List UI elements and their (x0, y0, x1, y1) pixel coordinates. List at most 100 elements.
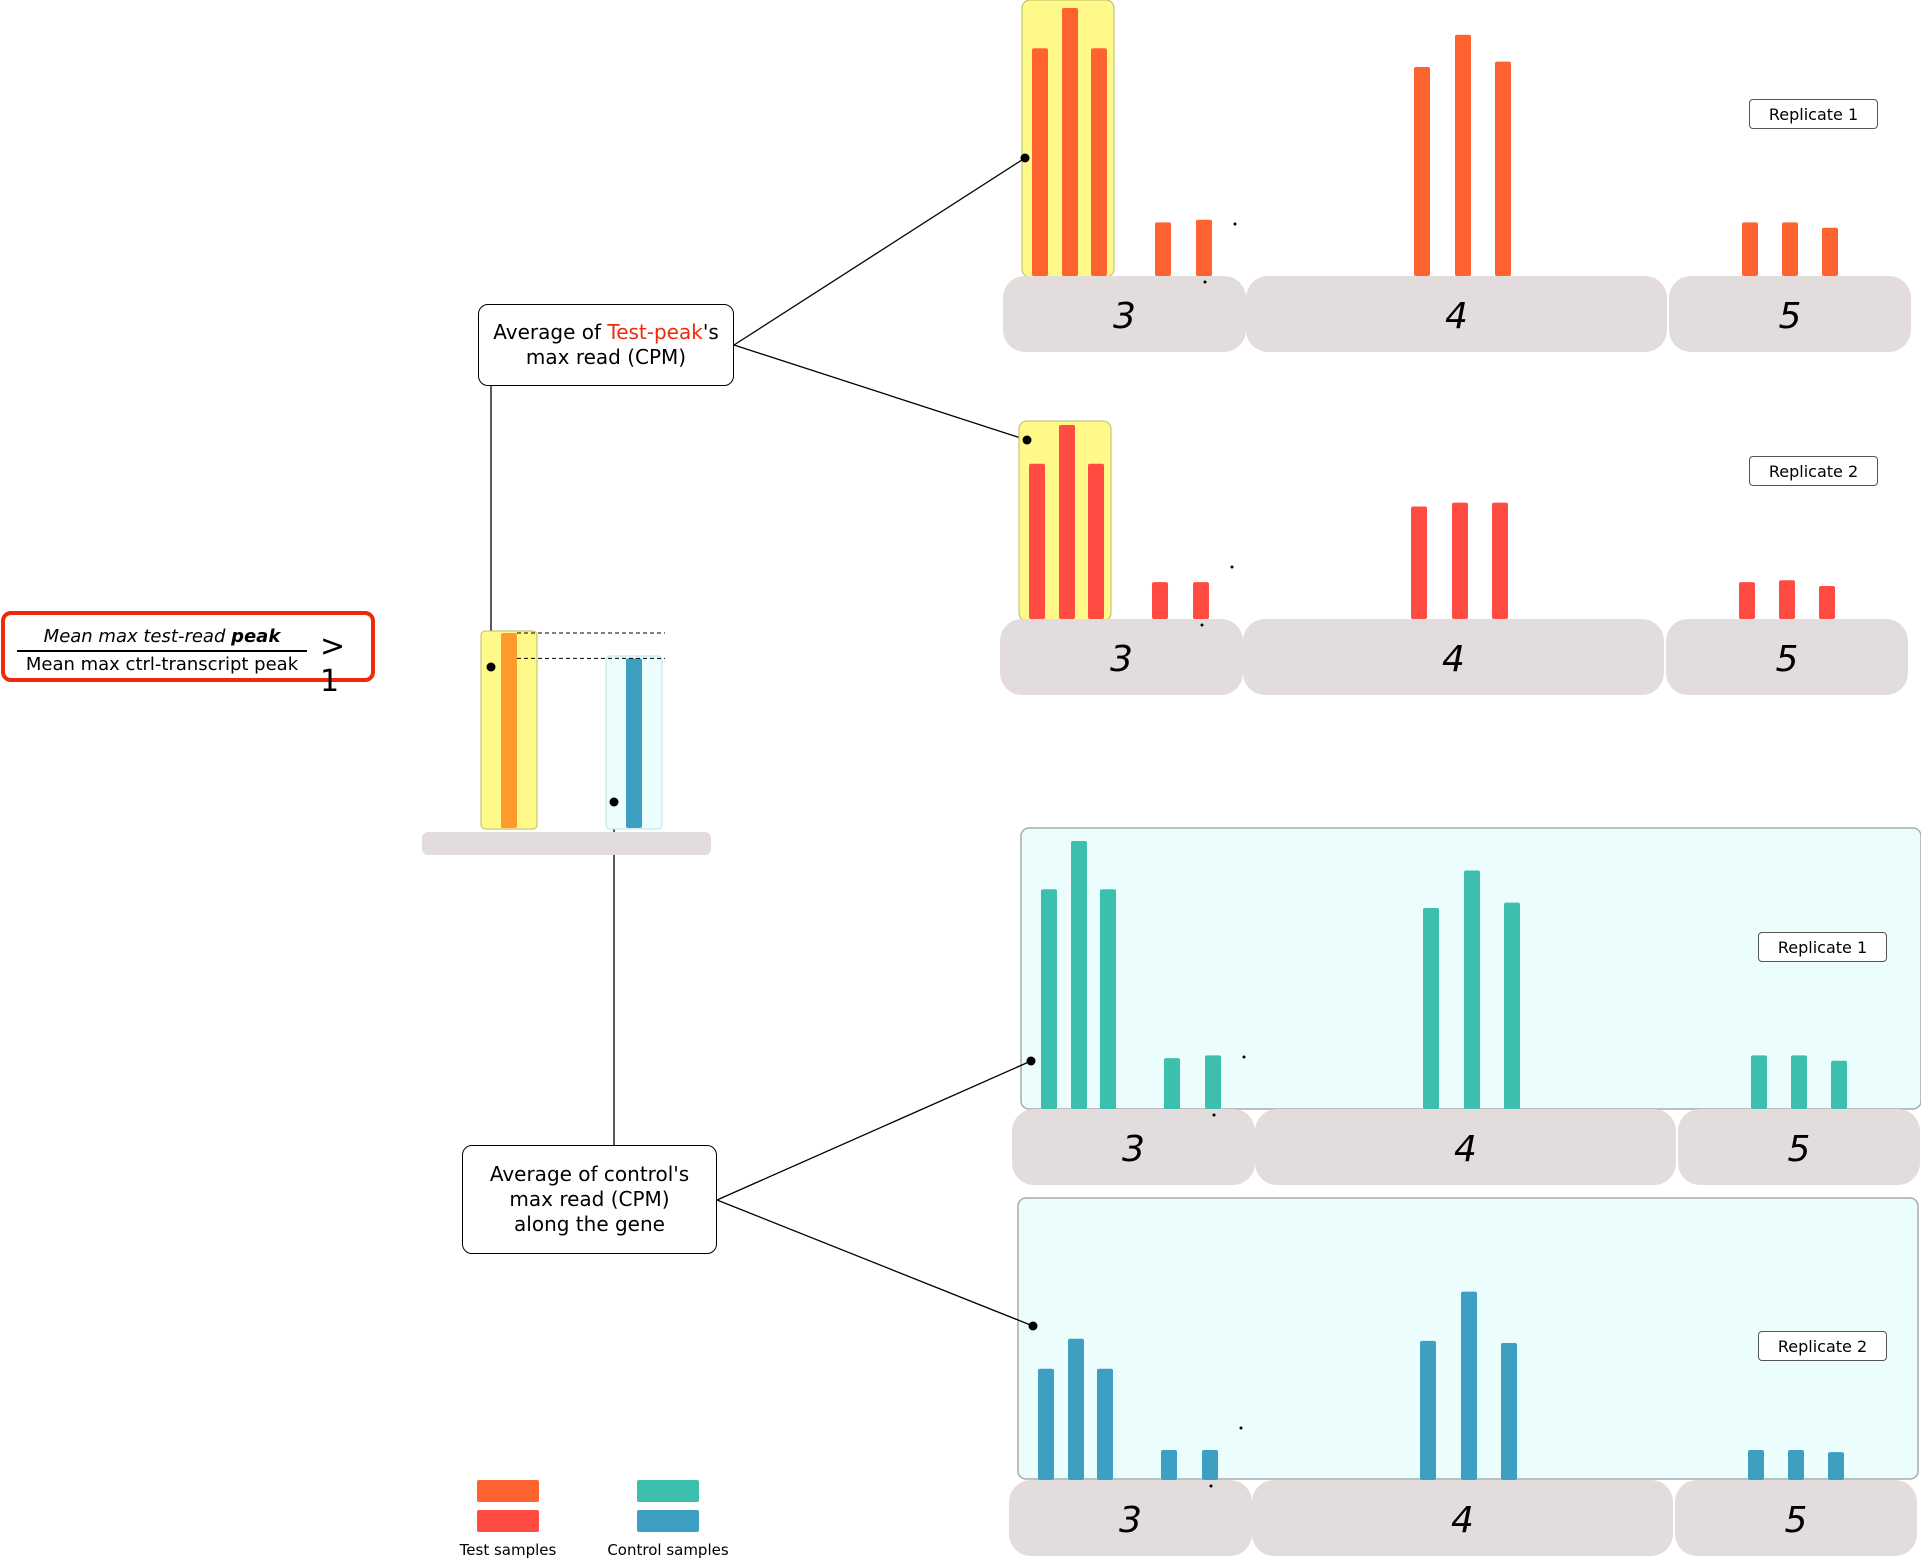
dot-marker (1212, 1113, 1216, 1117)
legend-swatch-test (477, 1510, 539, 1532)
read-bar-test-rep1 (1414, 66, 1430, 277)
legend-swatch-test (477, 1480, 539, 1502)
connector-dot (1028, 1321, 1038, 1331)
dot-marker (1203, 280, 1207, 284)
exon-block-control-rep2 (1009, 1480, 1252, 1556)
dot-marker (1239, 1426, 1243, 1430)
dot-marker (1230, 565, 1234, 569)
exon-block-test-rep1 (1003, 276, 1246, 352)
exon-label-test-rep1: 4 (1445, 296, 1468, 337)
connector-dot (486, 662, 496, 672)
replicate-tag-control-1: Replicate 1 (1758, 932, 1887, 962)
exon-block-control-rep1 (1012, 1109, 1255, 1185)
exon-block-control-rep2 (1675, 1480, 1917, 1556)
control-callout-line1: Average of control's (489, 1162, 690, 1186)
read-bar-test-rep1 (1822, 227, 1838, 276)
summary-control-bar (626, 658, 642, 828)
connector-dot (1022, 435, 1032, 445)
connector-line (716, 1199, 1034, 1327)
read-bar-test-rep2 (1492, 502, 1508, 619)
read-bar-control-rep2 (1097, 1368, 1113, 1480)
ratio-numerator: Mean max test-read peak (43, 626, 281, 647)
read-bar-test-rep1 (1155, 222, 1171, 276)
read-bar-test-rep1 (1742, 222, 1758, 276)
dot-marker (1200, 623, 1204, 627)
legend-swatch-control (637, 1510, 699, 1532)
control-callout: Average of control's max read (CPM) alon… (462, 1145, 717, 1254)
read-bar-control-rep2 (1748, 1450, 1764, 1480)
read-bar-control-rep1 (1423, 908, 1439, 1109)
fraction-bar (17, 650, 307, 652)
exon-label-control-rep1: 3 (1122, 1129, 1145, 1170)
read-bar-control-rep2 (1420, 1340, 1436, 1480)
read-bar-control-rep1 (1751, 1055, 1767, 1109)
read-bar-control-rep1 (1041, 889, 1057, 1109)
read-bar-control-rep2 (1161, 1450, 1177, 1480)
read-bar-control-rep1 (1164, 1058, 1180, 1109)
read-bar-control-rep2 (1828, 1452, 1844, 1480)
exon-block-test-rep2 (1666, 619, 1908, 695)
read-bar-test-rep1 (1091, 48, 1107, 277)
legend-label-test: Test samples (459, 1541, 557, 1559)
read-bar-control-rep1 (1071, 841, 1087, 1109)
read-bar-control-rep1 (1205, 1055, 1221, 1109)
exon-label-test-rep2: 3 (1110, 639, 1133, 680)
read-bar-test-rep2 (1452, 502, 1468, 619)
test-peak-highlight: Test-peak (607, 320, 703, 344)
exon-label-control-rep2: 5 (1785, 1500, 1808, 1541)
read-bar-test-rep1 (1455, 34, 1471, 276)
read-bar-control-rep1 (1791, 1055, 1807, 1109)
replicate-tag-test-2: Replicate 2 (1749, 456, 1878, 486)
ratio-formula-box: Mean max test-read peak Mean max ctrl-tr… (1, 611, 375, 699)
control-callout-line3: along the gene (514, 1212, 665, 1236)
read-bar-control-rep2 (1038, 1368, 1054, 1480)
connector-dot (1026, 1056, 1036, 1066)
read-bar-test-rep1 (1062, 8, 1078, 276)
exon-label-control-rep1: 4 (1454, 1129, 1477, 1170)
read-bar-control-rep2 (1068, 1338, 1084, 1480)
summary-test-bar (501, 633, 517, 828)
replicate-tag-control-2: Replicate 2 (1758, 1331, 1887, 1361)
exon-label-test-rep1: 3 (1113, 296, 1136, 337)
replicate-tag-test-1: Replicate 1 (1749, 99, 1878, 129)
connector-line (733, 344, 1028, 441)
exon-label-control-rep2: 4 (1451, 1500, 1474, 1541)
dot-marker (1242, 1055, 1246, 1059)
dot-marker (1233, 222, 1237, 226)
exon-block-control-rep2 (1252, 1480, 1673, 1556)
read-bar-control-rep2 (1202, 1450, 1218, 1480)
summary-baseline (422, 832, 711, 855)
read-bar-test-rep2 (1059, 425, 1075, 619)
ratio-fraction: Mean max test-read peak Mean max ctrl-tr… (17, 625, 307, 677)
read-bar-control-rep1 (1504, 902, 1520, 1109)
exon-label-test-rep2: 5 (1776, 639, 1799, 680)
read-bar-test-rep1 (1495, 61, 1511, 276)
read-bar-test-rep2 (1739, 582, 1755, 619)
test-callout-line1: Average of Test-peak's (493, 320, 719, 344)
exon-block-test-rep2 (1000, 619, 1243, 695)
read-bar-test-rep2 (1029, 463, 1045, 619)
exon-block-test-rep1 (1669, 276, 1911, 352)
ratio-comparison: > 1 (320, 629, 346, 699)
connector-line (716, 1060, 1032, 1201)
read-bar-test-rep2 (1152, 582, 1168, 619)
dot-marker (1209, 1484, 1213, 1488)
control-callout-line2: max read (CPM) (509, 1187, 670, 1211)
exon-block-test-rep1 (1246, 276, 1667, 352)
legend-swatch-control (637, 1480, 699, 1502)
read-bar-test-rep1 (1032, 48, 1048, 277)
read-bar-test-rep2 (1819, 586, 1835, 619)
exon-label-control-rep1: 5 (1788, 1129, 1811, 1170)
legend-label-control: Control samples (607, 1541, 729, 1559)
read-bar-test-rep2 (1193, 582, 1209, 619)
exon-block-control-rep1 (1678, 1109, 1920, 1185)
exon-label-control-rep2: 3 (1119, 1500, 1142, 1541)
read-bar-control-rep1 (1464, 870, 1480, 1109)
read-bar-control-rep2 (1788, 1450, 1804, 1480)
read-bar-test-rep1 (1196, 219, 1212, 276)
test-peak-callout: Average of Test-peak's max read (CPM) (478, 304, 734, 386)
read-bar-control-rep1 (1100, 889, 1116, 1109)
read-bar-control-rep2 (1461, 1291, 1477, 1480)
read-bar-control-rep1 (1831, 1060, 1847, 1109)
